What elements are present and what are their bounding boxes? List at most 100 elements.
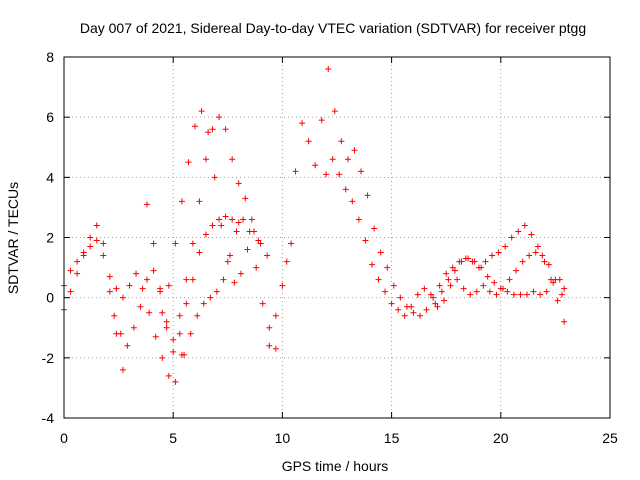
data-point <box>438 288 445 295</box>
data-point <box>342 186 349 193</box>
data-point <box>266 324 273 331</box>
y-tick-label: 0 <box>46 290 54 306</box>
data-point <box>119 366 126 373</box>
data-point <box>119 294 126 301</box>
data-point <box>176 330 183 337</box>
data-point <box>209 126 216 133</box>
data-point <box>124 342 131 349</box>
plot-frame <box>63 56 611 419</box>
data-point <box>375 276 382 283</box>
data-point <box>209 222 216 229</box>
data-point <box>336 171 343 178</box>
data-point <box>226 252 233 259</box>
data-point <box>534 243 541 250</box>
data-point <box>272 345 279 352</box>
data-point <box>482 258 489 265</box>
data-point <box>358 168 365 175</box>
data-point <box>218 222 225 229</box>
data-point <box>530 288 537 295</box>
data-point <box>229 216 236 223</box>
data-point <box>495 249 502 256</box>
data-point <box>235 180 242 187</box>
data-point <box>524 291 531 298</box>
data-point <box>170 348 177 355</box>
data-point <box>388 300 395 307</box>
data-point <box>67 288 74 295</box>
data-point <box>192 123 199 130</box>
data-point <box>233 228 240 235</box>
data-point <box>305 138 312 145</box>
data-point <box>196 198 203 205</box>
data-point <box>384 264 391 271</box>
data-point <box>434 303 441 310</box>
data-point <box>491 279 498 286</box>
data-point <box>117 330 124 337</box>
data-point <box>445 276 452 283</box>
data-point <box>240 216 247 223</box>
axis-ticks: 0 5 10 15 20 25 -4 -2 0 2 4 6 8 <box>42 49 618 446</box>
data-point <box>150 240 157 247</box>
data-point <box>443 270 450 277</box>
data-point <box>430 294 437 301</box>
data-point <box>176 312 183 319</box>
data-point <box>242 195 249 202</box>
data-point <box>541 258 548 265</box>
data-point <box>163 318 170 325</box>
data-point <box>436 282 443 289</box>
data-point <box>235 219 242 226</box>
data-point <box>292 168 299 175</box>
data-point <box>80 252 87 259</box>
data-point <box>526 252 533 259</box>
data-point <box>248 216 255 223</box>
data-point <box>556 276 563 283</box>
data-point <box>537 291 544 298</box>
data-point <box>74 258 81 265</box>
data-point <box>279 282 286 289</box>
data-point <box>528 231 535 238</box>
data-point <box>257 240 264 247</box>
y-tick-label: -4 <box>42 410 55 426</box>
data-point <box>152 333 159 340</box>
grid-lines <box>64 57 610 418</box>
data-point <box>338 138 345 145</box>
data-point <box>202 231 209 238</box>
data-point <box>93 222 100 229</box>
data-point <box>427 291 434 298</box>
data-point <box>368 261 375 268</box>
data-point <box>74 270 81 277</box>
data-point <box>87 234 94 241</box>
data-point <box>486 288 493 295</box>
data-point <box>508 234 515 241</box>
data-point <box>454 276 461 283</box>
data-point <box>146 309 153 316</box>
data-point <box>480 282 487 289</box>
data-point <box>484 273 491 280</box>
data-point <box>362 237 369 244</box>
x-axis-label: GPS time / hours <box>282 458 389 474</box>
data-point <box>554 297 561 304</box>
data-point <box>395 306 402 313</box>
data-point <box>113 285 120 292</box>
x-tick-label: 10 <box>275 430 291 446</box>
data-point <box>489 252 496 259</box>
data-point <box>244 246 251 253</box>
data-point <box>143 276 150 283</box>
y-tick-label: 6 <box>46 109 54 125</box>
data-point <box>561 285 568 292</box>
x-tick-label: 25 <box>602 430 618 446</box>
data-point <box>150 267 157 274</box>
data-point <box>143 201 150 208</box>
data-point <box>130 324 137 331</box>
data-point <box>272 312 279 319</box>
data-point <box>211 174 218 181</box>
data-point <box>465 255 472 262</box>
data-point <box>187 330 194 337</box>
data-point <box>220 276 227 283</box>
data-point <box>172 378 179 385</box>
data-point <box>194 312 201 319</box>
data-point <box>325 66 332 73</box>
data-point <box>517 291 524 298</box>
data-point <box>447 282 454 289</box>
data-point <box>207 294 214 301</box>
